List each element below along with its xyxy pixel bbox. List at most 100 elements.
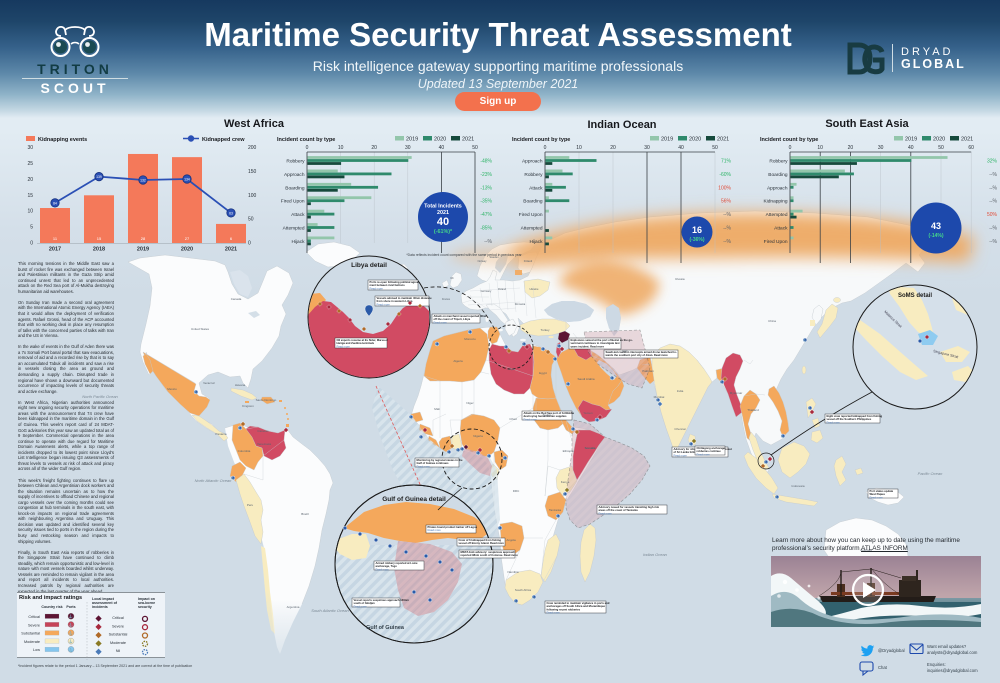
- svg-text:France: France: [442, 297, 451, 301]
- svg-text:0: 0: [248, 241, 251, 247]
- svg-text:--%: --%: [989, 172, 997, 178]
- svg-text:Brazil: Brazil: [301, 512, 309, 516]
- svg-text:Somalia: Somalia: [585, 446, 596, 450]
- svg-text:Russia: Russia: [675, 277, 685, 281]
- svg-text:Angola: Angola: [506, 538, 516, 542]
- svg-text:(-36%): (-36%): [689, 237, 704, 243]
- svg-text:Canada: Canada: [231, 297, 242, 301]
- svg-text:⚓: ⚓: [69, 622, 73, 627]
- svg-text:⚓: ⚓: [460, 447, 464, 451]
- svg-text:UK: UK: [450, 276, 454, 280]
- svg-text:30: 30: [878, 145, 884, 151]
- svg-text:Yemen: Yemen: [583, 411, 593, 415]
- svg-text:Chittagong anchorage: Chittagong anchorage: [697, 446, 726, 450]
- svg-text:inquiries@dryadglobal.com: inquiries@dryadglobal.com: [927, 668, 978, 673]
- svg-text:⚓: ⚓: [610, 376, 614, 380]
- svg-text:⚓: ⚓: [563, 492, 567, 496]
- svg-text:destroying humanitarian suppli: destroying humanitarian supplies: [524, 414, 568, 418]
- svg-text:Iran: Iran: [622, 349, 628, 353]
- svg-text:off the coast of Tripoli, Liby: off the coast of Tripoli, Libya: [434, 317, 471, 321]
- svg-text:@Dryadglobal: @Dryadglobal: [878, 648, 905, 653]
- svg-text:30: 30: [405, 145, 411, 151]
- svg-text:2020: 2020: [689, 137, 701, 143]
- svg-text:6: 6: [230, 236, 233, 241]
- svg-text:0: 0: [544, 145, 547, 151]
- svg-text:Advisory issued for vessels tr: Advisory issued for vessels transiting h…: [599, 505, 660, 509]
- svg-text:--%: --%: [723, 212, 731, 218]
- svg-text:Monitoring by regional navies: Monitoring by regional navies in the: [417, 458, 463, 462]
- svg-text:-23%: -23%: [480, 172, 492, 178]
- svg-text:2020: 2020: [181, 247, 193, 253]
- svg-text:Read more: Read more: [870, 495, 884, 499]
- svg-text:Robbery: Robbery: [524, 172, 543, 178]
- svg-text:20: 20: [848, 145, 854, 151]
- svg-text:132: 132: [140, 178, 146, 182]
- svg-text:10: 10: [817, 145, 823, 151]
- svg-text:Mexico: Mexico: [167, 387, 177, 391]
- svg-text:30: 30: [644, 145, 650, 151]
- svg-text:Boarding: Boarding: [768, 172, 788, 178]
- svg-text:⚓: ⚓: [435, 342, 439, 346]
- svg-text:Fired Upon: Fired Upon: [281, 199, 305, 205]
- svg-text:vernment continues to investig: vernment continues to investigate last: [571, 341, 620, 345]
- svg-text:Read more: Read more: [428, 528, 442, 532]
- svg-text:28: 28: [141, 236, 146, 241]
- svg-text:Chennai: Chennai: [674, 427, 686, 431]
- svg-text:--%: --%: [484, 239, 492, 245]
- svg-text:40: 40: [437, 216, 449, 228]
- svg-text:Tanzania: Tanzania: [549, 508, 561, 512]
- svg-text:⚓: ⚓: [781, 434, 785, 438]
- svg-text:Read more: Read more: [370, 286, 384, 290]
- svg-text:(-61%)*: (-61%)*: [434, 229, 453, 235]
- svg-text:Armed robbery reported at Lome: Armed robbery reported at Lome: [376, 561, 418, 565]
- svg-text:Kidnapping: Kidnapping: [763, 199, 787, 205]
- svg-text:Attempted: Attempted: [521, 226, 543, 232]
- svg-text:North Pacific Ocean: North Pacific Ocean: [82, 394, 118, 399]
- svg-text:⚓: ⚓: [775, 495, 779, 499]
- svg-text:Ports re-open following politi: Ports re-open following political agree-: [370, 280, 420, 284]
- svg-text:Havana: Havana: [235, 383, 246, 387]
- svg-text:150: 150: [248, 169, 257, 175]
- svg-text:Singapore Strait: Singapore Strait: [933, 349, 959, 359]
- svg-text:⚓: ⚓: [487, 454, 491, 458]
- svg-text:Read more: Read more: [434, 320, 448, 324]
- svg-text:5: 5: [30, 225, 33, 231]
- svg-text:Attack on the Red Sea port of: Attack on the Red Sea port of Al-Mokha: [524, 411, 575, 415]
- svg-text:⚓: ⚓: [720, 380, 724, 384]
- svg-text:Kidnapping events: Kidnapping events: [38, 137, 87, 143]
- svg-text:areas off the coast of Tanzani: areas off the coast of Tanzania: [599, 508, 639, 512]
- svg-text:40: 40: [678, 145, 684, 151]
- svg-text:Fired Upon: Fired Upon: [764, 239, 788, 245]
- svg-text:Attempted: Attempted: [766, 212, 788, 218]
- svg-text:27: 27: [185, 236, 190, 241]
- svg-text:⚓: ⚓: [419, 435, 423, 439]
- svg-text:West Africa: West Africa: [224, 118, 285, 130]
- svg-text:2021: 2021: [462, 137, 474, 143]
- svg-text:Gulf of Guinea detail: Gulf of Guinea detail: [382, 496, 446, 503]
- svg-text:Critical: Critical: [112, 616, 124, 620]
- svg-text:15: 15: [27, 193, 33, 199]
- svg-text:Want email updates?: Want email updates?: [927, 644, 967, 649]
- svg-text:Colombia: Colombia: [238, 449, 251, 453]
- svg-text:Read more: Read more: [377, 302, 391, 306]
- svg-text:MDAT-GoG advisory: suspicious: MDAT-GoG advisory: suspicious approach: [461, 550, 516, 554]
- svg-text:Moderate: Moderate: [24, 640, 40, 644]
- svg-text:50%: 50%: [987, 212, 998, 218]
- svg-text:anchorages off South Africa an: anchorages off South Africa and Mozambiq…: [547, 604, 606, 608]
- svg-text:Crew of 6 kidnapped from fishi: Crew of 6 kidnapped from fishing: [459, 538, 502, 542]
- svg-text:2019: 2019: [137, 247, 149, 253]
- svg-text:Norway: Norway: [478, 259, 487, 263]
- svg-text:Caracas: Caracas: [257, 429, 269, 433]
- svg-text:25: 25: [27, 161, 33, 167]
- svg-text:Approach: Approach: [522, 159, 543, 165]
- svg-text:Poland: Poland: [498, 287, 507, 291]
- svg-text:32%: 32%: [987, 159, 998, 165]
- svg-text:⚓: ⚓: [194, 390, 198, 394]
- svg-text:-85%: -85%: [480, 226, 492, 232]
- svg-text:2020: 2020: [933, 137, 945, 143]
- svg-text:30: 30: [27, 145, 33, 151]
- svg-text:20: 20: [610, 145, 616, 151]
- svg-text:Vessels advised to maintain 40: Vessels advised to maintain 40nm distanc…: [377, 296, 433, 300]
- svg-text:⚓: ⚓: [514, 599, 518, 603]
- svg-text:Pacific Ocean: Pacific Ocean: [918, 471, 943, 476]
